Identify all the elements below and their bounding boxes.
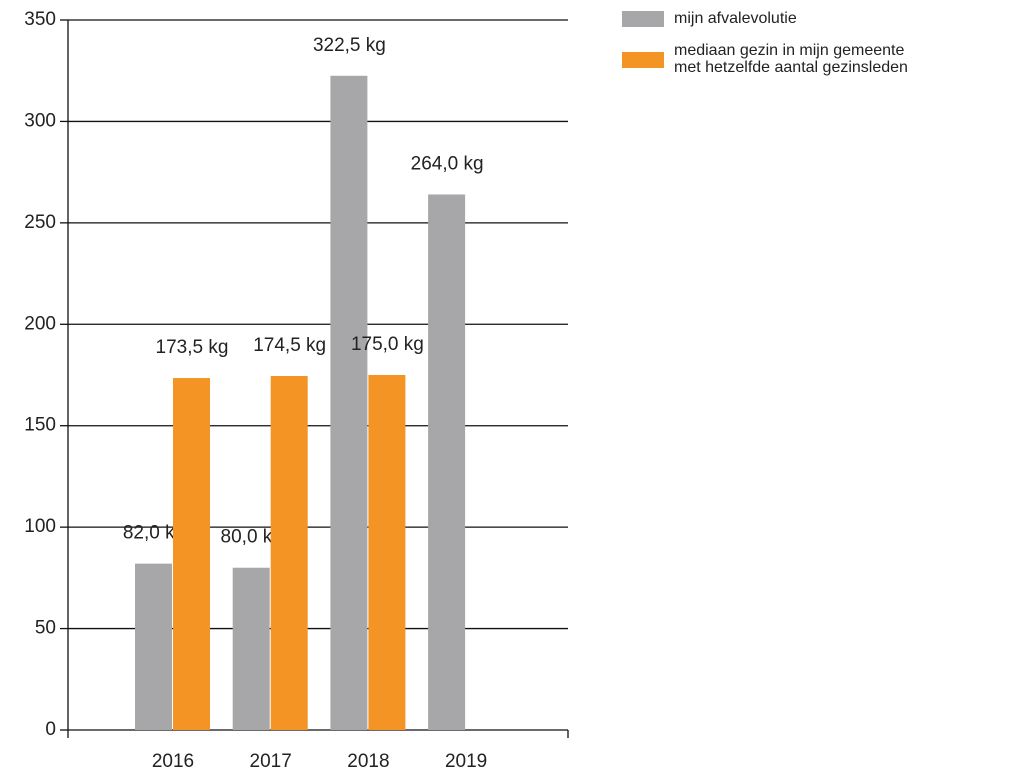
bar bbox=[135, 563, 172, 730]
bar bbox=[368, 375, 406, 730]
legend-swatch bbox=[622, 11, 664, 27]
x-tick-label: 2019 bbox=[445, 751, 487, 772]
data-label: 264,0 kg bbox=[411, 153, 484, 174]
y-tick-label: 50 bbox=[35, 618, 56, 639]
data-label: 175,0 kg bbox=[351, 334, 424, 355]
data-label: 322,5 kg bbox=[313, 35, 386, 56]
x-tick-label: 2017 bbox=[250, 751, 292, 772]
data-label: 80,0 kg bbox=[221, 527, 283, 548]
y-tick-label: 200 bbox=[24, 313, 56, 334]
legend-label: mediaan gezin in mijn gemeente met hetze… bbox=[674, 42, 908, 76]
data-label: 173,5 kg bbox=[156, 337, 229, 358]
bar bbox=[232, 567, 270, 730]
x-tick-label: 2018 bbox=[347, 751, 389, 772]
x-tick-label: 2016 bbox=[152, 751, 194, 772]
legend-swatch bbox=[622, 52, 664, 68]
legend-item: mijn afvalevolutie bbox=[622, 10, 974, 27]
bar bbox=[270, 376, 308, 730]
y-tick-label: 0 bbox=[45, 719, 56, 740]
bar bbox=[173, 378, 210, 730]
data-label: 174,5 kg bbox=[253, 335, 326, 356]
y-tick-label: 300 bbox=[24, 110, 56, 131]
legend-item: mediaan gezin in mijn gemeente met hetze… bbox=[622, 42, 924, 76]
y-tick-label: 100 bbox=[24, 516, 56, 537]
y-tick-label: 250 bbox=[24, 212, 56, 233]
bar bbox=[428, 194, 466, 730]
y-tick-label: 150 bbox=[24, 415, 56, 436]
data-label: 82,0 kg bbox=[123, 523, 185, 544]
y-tick-label: 350 bbox=[24, 9, 56, 30]
legend-label: mijn afvalevolutie bbox=[674, 10, 797, 27]
bar bbox=[330, 75, 368, 731]
